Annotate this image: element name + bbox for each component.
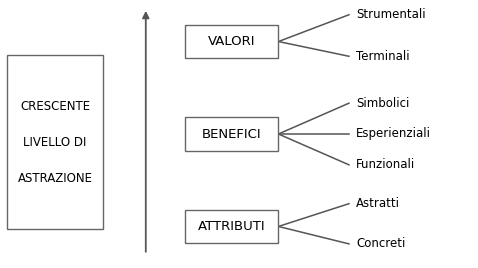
FancyBboxPatch shape xyxy=(185,25,278,58)
Text: Astratti: Astratti xyxy=(356,197,400,210)
FancyBboxPatch shape xyxy=(7,55,103,229)
Text: VALORI: VALORI xyxy=(208,35,256,48)
Text: Funzionali: Funzionali xyxy=(356,158,415,171)
Text: Concreti: Concreti xyxy=(356,237,405,250)
Text: Terminali: Terminali xyxy=(356,50,410,63)
Text: BENEFICI: BENEFICI xyxy=(202,128,261,140)
Text: CRESCENTE

LIVELLO DI

ASTRAZIONE: CRESCENTE LIVELLO DI ASTRAZIONE xyxy=(18,99,92,185)
FancyBboxPatch shape xyxy=(185,210,278,243)
FancyBboxPatch shape xyxy=(185,117,278,151)
Text: Strumentali: Strumentali xyxy=(356,8,426,21)
Text: Simbolici: Simbolici xyxy=(356,97,410,110)
Text: Esperienziali: Esperienziali xyxy=(356,128,431,140)
Text: ATTRIBUTI: ATTRIBUTI xyxy=(198,220,266,233)
